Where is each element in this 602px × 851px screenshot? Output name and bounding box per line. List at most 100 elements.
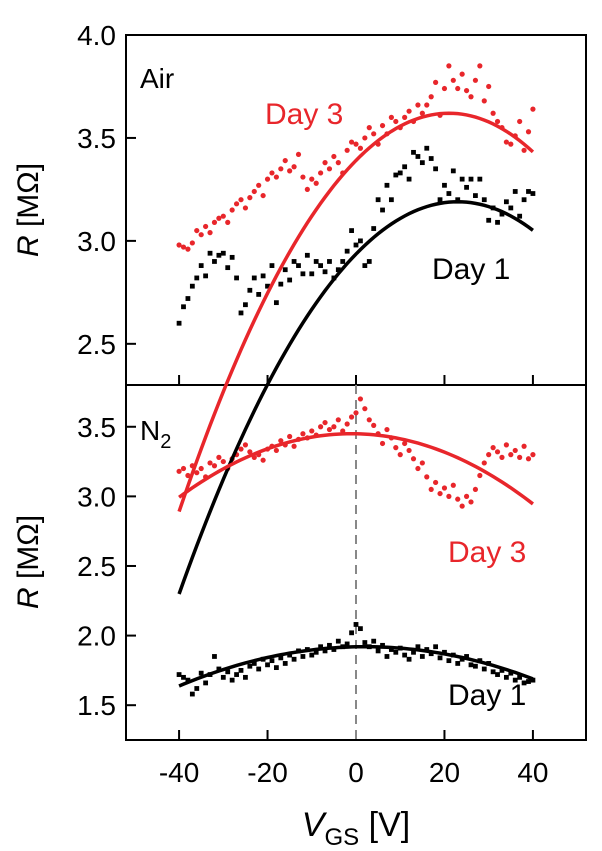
top-point-day-1 xyxy=(265,283,270,289)
bottom-point-day-3 xyxy=(393,445,399,451)
top-point-day-1 xyxy=(406,176,412,182)
top-point-day-3 xyxy=(295,151,302,158)
top-point-day-1 xyxy=(499,211,505,217)
bottom-point-day-3 xyxy=(379,440,386,447)
top-point-day-1 xyxy=(273,300,279,306)
top-point-day-1 xyxy=(473,193,478,198)
bottom-point-day-1 xyxy=(512,677,518,683)
bottom-point-day-3 xyxy=(260,457,266,463)
bottom-point-day-1 xyxy=(291,656,297,662)
top-point-day-1 xyxy=(486,217,492,223)
top-point-day-1 xyxy=(517,213,523,219)
top-point-day-1 xyxy=(446,191,452,196)
bottom-point-day-1 xyxy=(526,679,531,684)
bottom-point-day-3 xyxy=(521,443,527,449)
bottom-point-day-3 xyxy=(384,426,390,433)
bottom-point-day-1 xyxy=(344,641,350,647)
top-point-day-1 xyxy=(238,310,244,316)
top-point-day-3 xyxy=(264,176,271,182)
bottom-point-day-3 xyxy=(424,474,430,480)
top-point-day-1 xyxy=(521,197,527,203)
top-point-day-3 xyxy=(388,114,394,120)
bottom-point-day-3 xyxy=(530,452,536,458)
top-point-day-3 xyxy=(419,110,425,116)
bottom-point-day-3 xyxy=(433,479,439,486)
bottom-point-day-3 xyxy=(508,452,514,458)
bottom-point-day-1 xyxy=(468,662,474,668)
bottom-point-day-1 xyxy=(181,674,186,680)
bottom-point-day-1 xyxy=(251,661,257,666)
top-point-day-1 xyxy=(512,189,518,194)
bottom-point-day-3 xyxy=(287,433,293,440)
top-point-day-1 xyxy=(216,252,222,258)
top-point-day-1 xyxy=(335,267,341,273)
top-point-day-1 xyxy=(278,281,284,287)
top-point-day-1 xyxy=(189,283,195,289)
bottom-point-day-1 xyxy=(198,670,204,676)
x-tick-label: -20 xyxy=(247,757,287,788)
bottom-point-day-3 xyxy=(362,406,368,412)
bottom-point-day-1 xyxy=(234,672,239,677)
bottom-point-day-3 xyxy=(185,472,191,479)
top-fit-day-3 xyxy=(177,111,535,513)
top-point-day-3 xyxy=(322,160,328,166)
top-point-day-1 xyxy=(176,320,182,326)
x-tick-label: 0 xyxy=(348,757,364,788)
top-point-day-3 xyxy=(225,219,231,225)
bottom-point-day-1 xyxy=(269,658,275,664)
bottom-point-day-3 xyxy=(348,414,355,420)
top-day1-label: Day 1 xyxy=(432,253,510,286)
top-point-day-1 xyxy=(503,199,509,205)
top-point-day-3 xyxy=(521,147,527,153)
top-point-day-1 xyxy=(243,302,248,308)
bottom-point-day-3 xyxy=(278,438,284,444)
top-point-day-1 xyxy=(185,296,191,301)
bottom-point-day-1 xyxy=(393,649,399,655)
bottom-point-day-3 xyxy=(428,486,434,493)
bottom-point-day-3 xyxy=(207,460,213,466)
x-tick-label: -40 xyxy=(159,757,199,788)
top-point-day-1 xyxy=(269,263,275,268)
top-point-day-1 xyxy=(194,275,200,281)
top-point-day-3 xyxy=(486,83,492,90)
top-point-day-3 xyxy=(402,114,408,120)
bottom-point-day-1 xyxy=(247,663,253,669)
bottom-day1-label: Day 1 xyxy=(448,679,526,712)
top-point-day-3 xyxy=(291,164,297,170)
top-point-day-1 xyxy=(481,197,487,203)
x-label-symbol: V xyxy=(302,806,328,844)
top-point-day-1 xyxy=(234,275,239,281)
bottom-point-day-3 xyxy=(406,447,412,454)
top-point-day-1 xyxy=(428,156,434,161)
top-point-day-1 xyxy=(260,273,266,279)
top-point-day-3 xyxy=(287,168,293,174)
top-fit-day-1 xyxy=(177,200,534,595)
top-point-day-3 xyxy=(481,98,487,104)
top-point-day-1 xyxy=(256,292,262,297)
top-point-day-3 xyxy=(220,213,226,219)
top-point-day-3 xyxy=(326,166,333,172)
top-point-day-3 xyxy=(463,87,470,94)
top-point-day-3 xyxy=(176,242,182,248)
bottom-point-day-1 xyxy=(473,663,478,669)
bottom-point-day-1 xyxy=(415,644,421,650)
bottom-point-day-1 xyxy=(220,674,226,680)
bottom-point-day-3 xyxy=(503,442,509,448)
bottom-point-day-1 xyxy=(273,665,279,671)
top-point-day-3 xyxy=(242,205,249,211)
bottom-point-day-1 xyxy=(411,649,416,655)
bottom-panel-annotation: N2 xyxy=(140,415,171,453)
top-point-day-3 xyxy=(379,122,386,129)
bottom-point-day-1 xyxy=(185,677,191,683)
bottom-point-day-1 xyxy=(446,658,452,664)
top-point-day-1 xyxy=(433,166,439,172)
bottom-point-day-1 xyxy=(433,644,439,650)
bottom-point-day-3 xyxy=(335,417,341,423)
top-y-tick-label: 2.5 xyxy=(77,329,116,360)
top-point-day-1 xyxy=(402,164,408,170)
top-point-day-1 xyxy=(397,170,403,176)
bottom-point-day-3 xyxy=(194,470,200,476)
top-point-day-3 xyxy=(494,118,501,125)
bottom-y-tick-label: 2.0 xyxy=(77,621,116,652)
